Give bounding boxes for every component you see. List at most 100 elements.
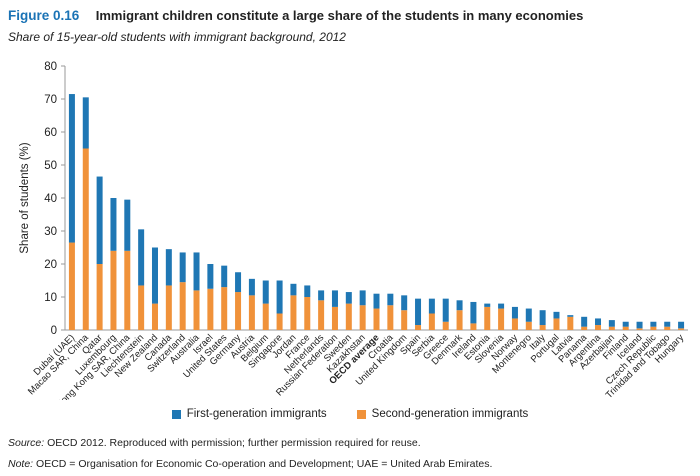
- bar-second-generation: [442, 321, 449, 330]
- bar-second-generation: [221, 287, 228, 330]
- bar-first-generation: [498, 303, 505, 309]
- bar-second-generation: [567, 316, 574, 330]
- bar-first-generation: [650, 321, 657, 327]
- bar-second-generation: [207, 288, 214, 330]
- legend-label-first-generation: First-generation immigrants: [186, 408, 327, 420]
- note-text: OECD = Organisation for Economic Co-oper…: [33, 458, 493, 470]
- bar-first-generation: [207, 264, 214, 289]
- bar-second-generation: [401, 310, 408, 330]
- bar-first-generation: [539, 310, 546, 326]
- bar-second-generation: [622, 326, 629, 330]
- bar-second-generation: [331, 306, 338, 330]
- bar-first-generation: [401, 295, 408, 311]
- bar-first-generation: [331, 290, 338, 307]
- bar-first-generation: [165, 249, 172, 286]
- bar-first-generation: [387, 293, 394, 306]
- bar-first-generation: [138, 229, 145, 286]
- legend-swatch-second-generation: [356, 409, 366, 419]
- y-tick-label: 50: [44, 160, 57, 172]
- y-tick-label: 20: [44, 259, 57, 271]
- source-note: Source: OECD 2012. Reproduced with permi…: [8, 437, 421, 449]
- legend-item-second-generation: Second-generation immigrants: [356, 408, 529, 420]
- bar-second-generation: [248, 295, 255, 330]
- legend-item-first-generation: First-generation immigrants: [171, 408, 327, 420]
- legend-swatch-first-generation: [171, 409, 181, 419]
- bar-first-generation: [110, 198, 117, 251]
- bar-second-generation: [373, 308, 380, 330]
- bar-second-generation: [387, 305, 394, 330]
- bar-first-generation: [470, 301, 477, 324]
- figure-subtitle: Share of 15-year-old students with immig…: [8, 30, 346, 44]
- y-tick-label: 0: [51, 325, 57, 337]
- bar-first-generation: [456, 300, 463, 311]
- bar-second-generation: [304, 297, 311, 330]
- bar-first-generation: [290, 283, 297, 296]
- y-tick-label: 60: [44, 127, 57, 139]
- bar-second-generation: [262, 303, 269, 330]
- bar-first-generation: [359, 290, 366, 306]
- bar-first-generation: [595, 318, 602, 326]
- footnote: Note: OECD = Organisation for Economic C…: [8, 458, 492, 470]
- bar-second-generation: [553, 318, 560, 330]
- source-label: Source:: [8, 437, 45, 449]
- bar-second-generation: [138, 285, 145, 330]
- legend-label-second-generation: Second-generation immigrants: [371, 408, 529, 420]
- bar-second-generation: [318, 300, 325, 330]
- bar-first-generation: [678, 321, 685, 329]
- bar-first-generation: [553, 311, 560, 319]
- bar-first-generation: [82, 97, 89, 149]
- bar-second-generation: [110, 250, 117, 330]
- bar-second-generation: [470, 323, 477, 330]
- y-tick-label: 70: [44, 94, 57, 106]
- bar-second-generation: [415, 325, 422, 330]
- bar-first-generation: [622, 321, 629, 327]
- figure-title: Immigrant children constitute a large sh…: [95, 8, 584, 23]
- bar-second-generation: [511, 318, 518, 330]
- bar-second-generation: [678, 328, 685, 330]
- figure-title-row: Figure 0.16 Immigrant children constitut…: [8, 7, 583, 25]
- bar-first-generation: [567, 315, 574, 317]
- bar-second-generation: [235, 292, 242, 330]
- bar-first-generation: [221, 265, 228, 288]
- bar-second-generation: [595, 325, 602, 330]
- figure-number: Figure 0.16: [8, 8, 80, 23]
- bar-second-generation: [428, 313, 435, 330]
- note-label: Note:: [8, 458, 34, 470]
- y-tick-label: 80: [44, 61, 57, 73]
- y-tick-label: 40: [44, 193, 57, 205]
- bar-first-generation: [428, 298, 435, 314]
- bar-second-generation: [276, 313, 283, 330]
- bar-second-generation: [290, 295, 297, 330]
- bar-first-generation: [151, 247, 158, 304]
- bar-first-generation: [484, 303, 491, 307]
- bar-second-generation: [498, 308, 505, 330]
- bar-first-generation: [525, 308, 532, 322]
- bar-second-generation: [96, 264, 103, 330]
- bar-second-generation: [345, 303, 352, 330]
- bar-second-generation: [581, 326, 588, 330]
- bar-second-generation: [179, 282, 186, 330]
- bar-first-generation: [262, 280, 269, 304]
- bar-second-generation: [650, 326, 657, 330]
- bar-second-generation: [636, 328, 643, 330]
- bar-second-generation: [359, 305, 366, 330]
- bar-second-generation: [68, 242, 75, 330]
- bar-first-generation: [345, 292, 352, 304]
- bar-second-generation: [456, 310, 463, 330]
- y-axis-label: Share of students (%): [19, 142, 31, 253]
- bar-first-generation: [68, 94, 75, 243]
- bar-first-generation: [581, 316, 588, 327]
- bar-first-generation: [442, 298, 449, 322]
- bar-second-generation: [124, 250, 131, 330]
- bar-first-generation: [318, 290, 325, 301]
- bar-first-generation: [235, 272, 242, 293]
- bar-first-generation: [511, 306, 518, 319]
- y-tick-label: 10: [44, 292, 57, 304]
- bar-first-generation: [664, 321, 671, 327]
- bar-second-generation: [82, 148, 89, 330]
- source-text: OECD 2012. Reproduced with permission; f…: [44, 437, 421, 449]
- bar-second-generation: [664, 326, 671, 330]
- chart-legend: First-generation immigrants Second-gener…: [0, 408, 700, 420]
- bar-first-generation: [304, 285, 311, 297]
